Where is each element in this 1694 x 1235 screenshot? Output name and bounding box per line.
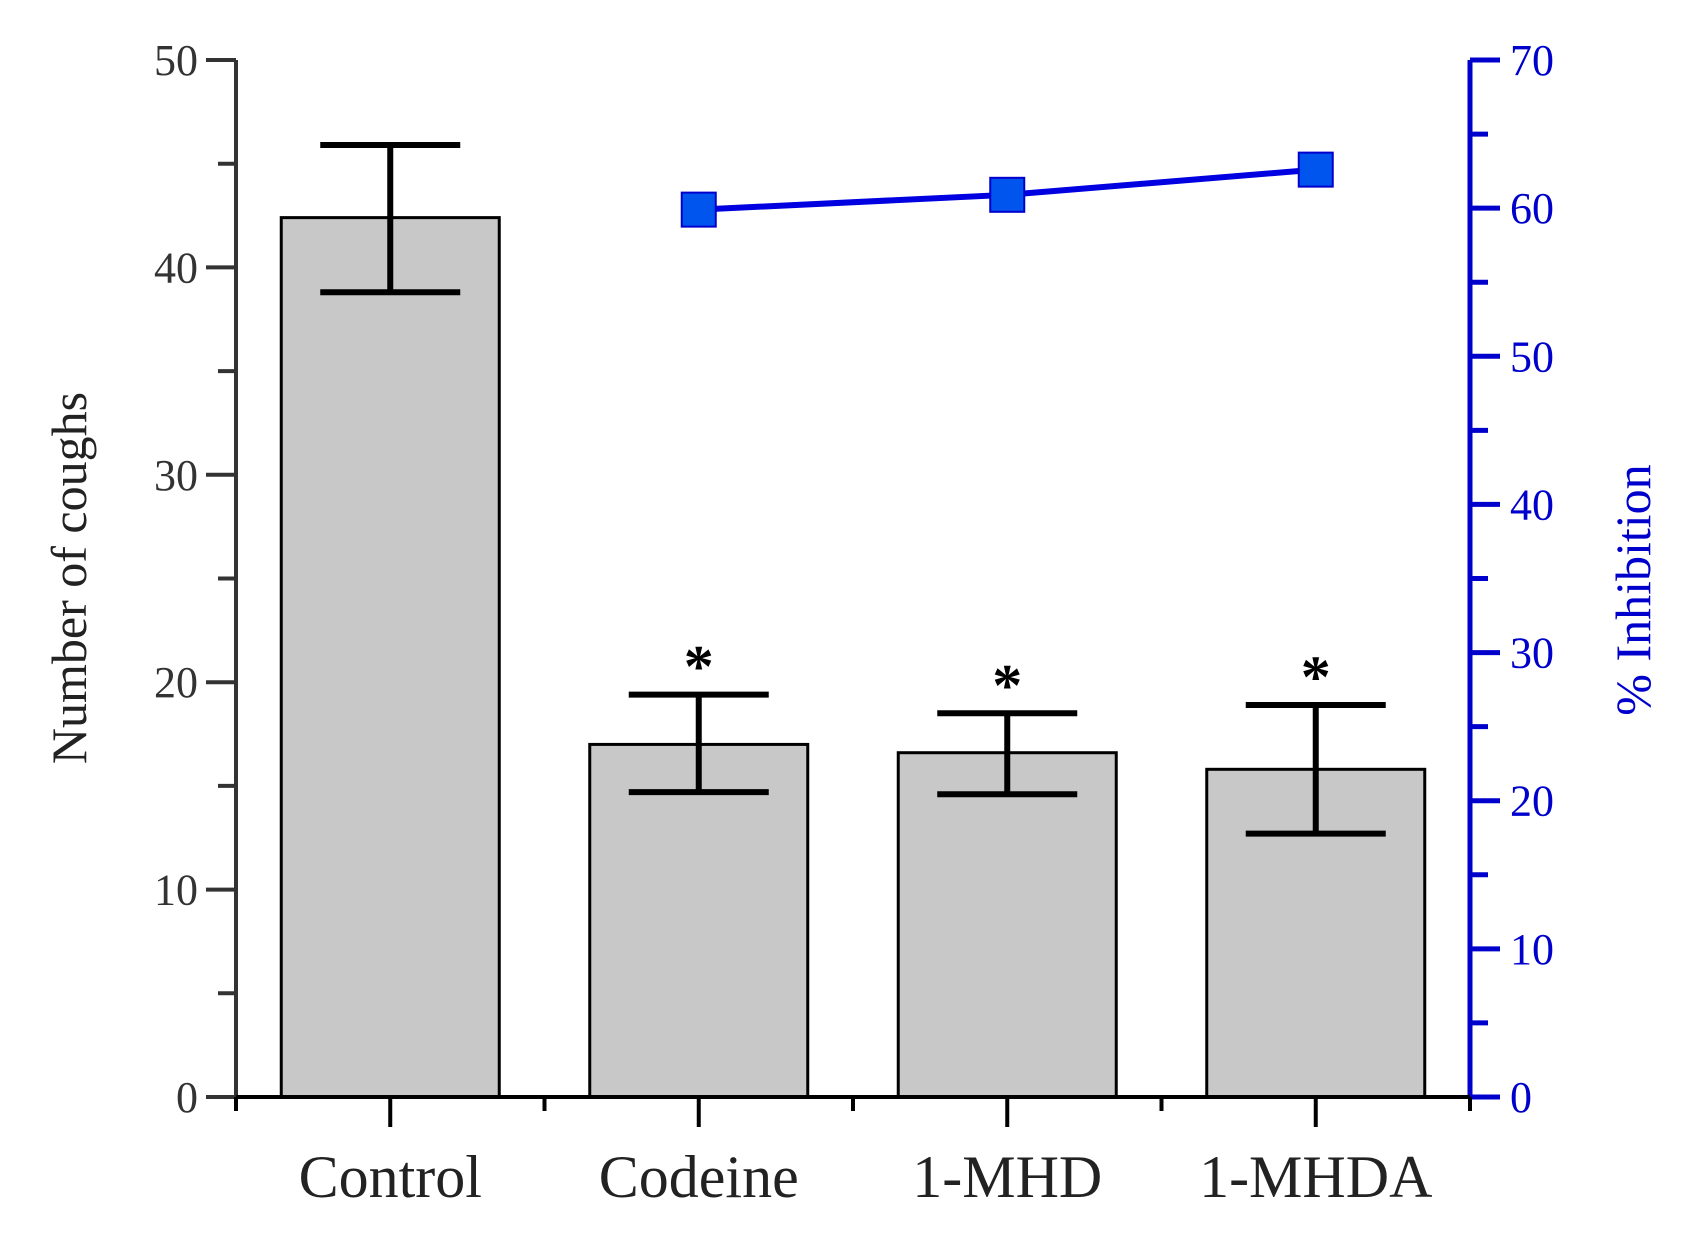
left-tick-label: 0 — [176, 1073, 198, 1122]
left-tick-label: 20 — [154, 658, 198, 707]
right-tick-label: 0 — [1510, 1073, 1532, 1122]
right-tick-label: 50 — [1510, 332, 1554, 381]
right-tick-label: 60 — [1510, 184, 1554, 233]
right-axis: 0 10 20 30 40 50 60 70 — [1467, 36, 1554, 1122]
significance-markers: * * * — [684, 634, 1331, 719]
x-tick-label: Codeine — [599, 1144, 799, 1210]
left-tick-label: 50 — [154, 36, 198, 85]
left-tick-label: 10 — [154, 866, 198, 915]
right-tick-label: 40 — [1510, 480, 1554, 529]
inhibition-point — [1297, 151, 1334, 188]
inhibition-point — [680, 191, 717, 228]
x-tick-label: 1-MHDA — [1199, 1144, 1432, 1210]
significance-star: * — [1301, 644, 1331, 710]
y-axis-title: Number of coughs — [41, 392, 97, 764]
right-tick-label: 20 — [1510, 777, 1554, 826]
left-tick-label: 30 — [154, 451, 198, 500]
bar-1-mhd — [896, 751, 1118, 1099]
bar-codeine — [588, 742, 810, 1099]
y2-axis-title: % Inhibition — [1605, 464, 1661, 715]
left-tick-label: 40 — [154, 243, 198, 292]
left-axis: 0 10 20 30 40 50 — [154, 36, 238, 1122]
inhibition-point — [989, 176, 1026, 213]
right-tick-label: 10 — [1510, 925, 1554, 974]
x-axis: Control Codeine 1-MHD 1-MHDA — [234, 1095, 1472, 1210]
x-tick-label: 1-MHD — [912, 1144, 1102, 1210]
significance-star: * — [992, 652, 1022, 718]
error-bars — [320, 142, 1386, 837]
bar-control — [279, 216, 501, 1099]
x-tick-label: Control — [299, 1144, 482, 1210]
inhibition-line — [680, 151, 1334, 228]
significance-star: * — [684, 634, 714, 700]
right-tick-label: 30 — [1510, 629, 1554, 678]
right-tick-label: 70 — [1510, 36, 1554, 85]
bars — [279, 216, 1427, 1099]
